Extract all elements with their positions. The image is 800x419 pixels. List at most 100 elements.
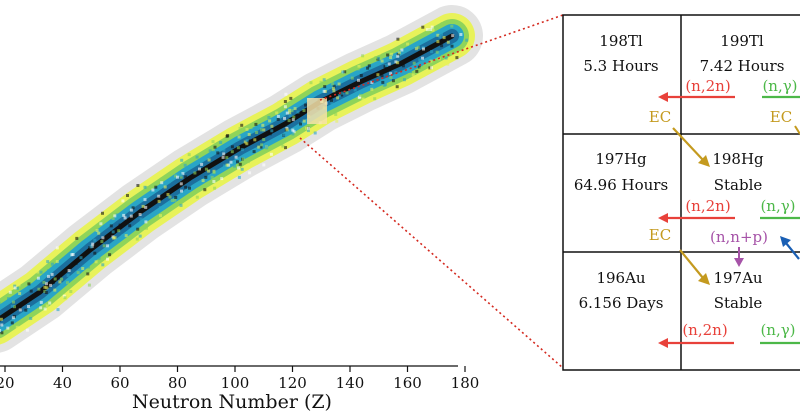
band-speckle — [179, 203, 183, 207]
band-speckle — [283, 116, 286, 120]
band-speckle — [267, 116, 271, 119]
band-speckle — [87, 283, 91, 287]
band-speckle — [129, 208, 133, 212]
x-tick-label: 80 — [168, 374, 187, 392]
band-speckle — [245, 127, 249, 131]
cell-198hg-halflife: Stable — [714, 176, 763, 194]
band-speckle — [39, 306, 43, 310]
band-speckle — [113, 214, 117, 218]
band-speckle — [143, 198, 147, 202]
band-speckle — [45, 282, 48, 286]
band-speckle — [309, 81, 313, 85]
band-speckle — [438, 35, 442, 39]
band-speckle — [451, 34, 455, 38]
band-speckle — [108, 253, 112, 257]
band-speckle — [170, 199, 174, 202]
band-speckle — [276, 114, 280, 118]
band-speckle — [24, 308, 28, 312]
band-speckle — [138, 213, 142, 216]
band-speckle — [13, 305, 16, 309]
band-speckle — [400, 48, 404, 52]
band-speckle — [193, 171, 197, 175]
cell-198hg-name: 198Hg — [712, 150, 764, 168]
band-speckle — [373, 97, 377, 101]
band-speckle — [66, 273, 70, 277]
band-speckle — [240, 123, 244, 127]
x-tick-label: 160 — [393, 374, 422, 392]
band-speckle — [390, 52, 394, 56]
band-speckle — [389, 72, 393, 76]
band-speckle — [143, 185, 147, 189]
band-speckle — [91, 242, 95, 246]
band-speckle — [292, 130, 296, 134]
band-speckle — [359, 74, 363, 77]
band-speckle — [0, 331, 4, 335]
band-speckle — [46, 260, 50, 264]
band-speckle — [268, 119, 272, 123]
band-speckle — [124, 234, 128, 238]
band-speckle — [195, 195, 199, 199]
band-speckle — [302, 86, 306, 90]
band-speckle — [419, 63, 423, 67]
band-speckle — [436, 33, 440, 37]
band-speckle — [287, 108, 291, 112]
cell-199tl-halflife: 7.42 Hours — [700, 57, 785, 75]
band-speckle — [380, 74, 384, 78]
band-speckle — [200, 162, 204, 166]
band-speckle — [115, 213, 119, 217]
band-speckle — [394, 70, 398, 74]
band-speckle — [222, 152, 226, 156]
band-speckle — [160, 181, 164, 185]
band-speckle — [166, 193, 170, 196]
band-speckle — [86, 265, 90, 269]
band-speckle — [343, 70, 347, 74]
band-speckle — [276, 117, 280, 121]
band-speckle — [117, 229, 121, 233]
band-speckle — [415, 69, 419, 73]
band-speckle — [198, 167, 201, 171]
band-speckle — [10, 321, 14, 325]
band-speckle — [27, 282, 31, 286]
band-speckle — [158, 206, 162, 210]
band-speckle — [358, 93, 362, 97]
band-speckle — [174, 196, 178, 199]
band-speckle — [268, 132, 272, 136]
band-speckle — [236, 146, 240, 150]
band-speckle — [237, 166, 240, 170]
band-speckle — [370, 81, 374, 84]
band-speckle — [141, 220, 145, 224]
band-speckle — [403, 60, 407, 63]
band-speckle — [292, 115, 296, 119]
band-speckle — [95, 229, 99, 232]
band-speckle — [29, 317, 33, 320]
arrowhead-n2n-row2 — [658, 213, 668, 223]
arrow-blue — [785, 242, 800, 260]
band-speckle — [163, 185, 167, 189]
band-speckle — [279, 142, 283, 146]
band-speckle — [416, 45, 420, 49]
band-speckle — [154, 185, 158, 189]
band-speckle — [0, 323, 4, 327]
band-speckle — [180, 189, 183, 193]
arrow-ec-row1a — [672, 127, 704, 161]
band-speckle — [203, 188, 207, 192]
band-speckle — [361, 97, 365, 101]
band-speckle — [442, 36, 446, 40]
band-speckle — [193, 184, 197, 188]
band-speckle — [43, 285, 47, 289]
band-speckle — [176, 175, 179, 179]
band-speckle — [245, 142, 249, 146]
arrowhead-n2n-row1 — [658, 92, 668, 102]
band-speckle — [255, 131, 259, 134]
band-speckle — [47, 274, 50, 278]
band-speckle — [44, 291, 48, 294]
band-speckle — [275, 111, 279, 115]
band-speckle — [409, 70, 412, 73]
band-speckle — [220, 177, 224, 181]
band-speckle — [296, 110, 300, 114]
band-speckle — [144, 220, 148, 224]
band-speckle — [207, 169, 211, 173]
band-speckle — [106, 244, 109, 248]
band-speckle — [76, 271, 80, 275]
band-speckle — [208, 149, 212, 153]
